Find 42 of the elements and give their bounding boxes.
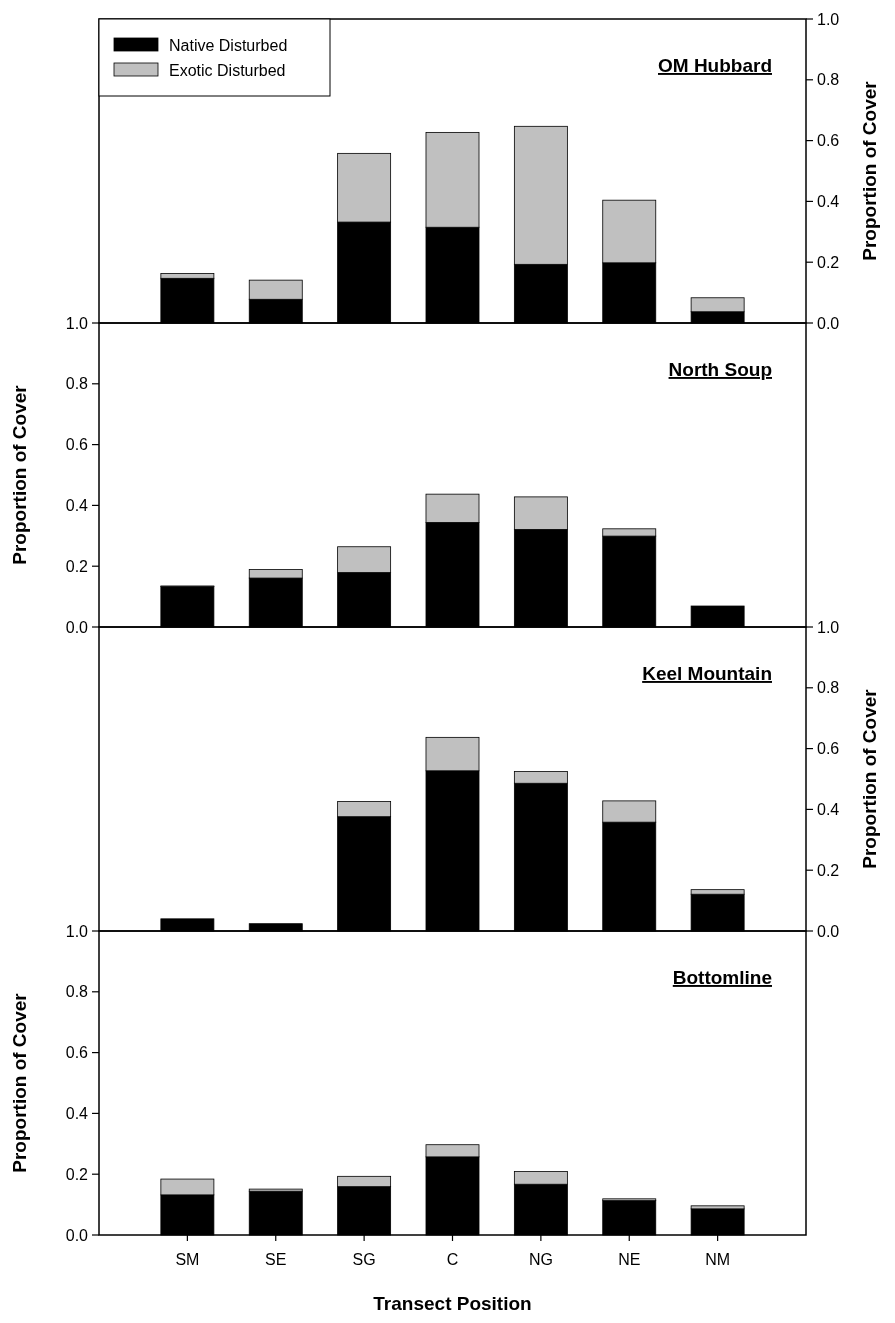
y-tick-label: 0.0 bbox=[817, 922, 840, 940]
y-tick-label: 1.0 bbox=[65, 314, 89, 332]
y-axis-title: Proportion of Cover bbox=[9, 992, 30, 1173]
y-tick-label: 1.0 bbox=[65, 922, 89, 940]
x-tick-label: NE bbox=[618, 1251, 641, 1268]
legend-label: Native Disturbed bbox=[169, 36, 288, 54]
y-tick-label: 0.0 bbox=[65, 1226, 89, 1244]
y-axis-title: Proportion of Cover bbox=[859, 688, 880, 869]
y-tick-label: 1.0 bbox=[817, 10, 840, 28]
y-tick-label: 0.0 bbox=[817, 314, 840, 332]
y-tick-label: 0.8 bbox=[817, 679, 840, 697]
y-tick-label: 0.0 bbox=[65, 618, 89, 636]
y-tick-label: 0.4 bbox=[65, 497, 89, 514]
legend-label: Exotic Disturbed bbox=[169, 61, 286, 79]
y-tick-label: 0.4 bbox=[65, 1105, 89, 1122]
y-tick-label: 1.0 bbox=[817, 618, 840, 636]
y-tick-label: 0.6 bbox=[65, 436, 89, 454]
x-tick-label: SM bbox=[175, 1251, 200, 1268]
y-tick-label: 0.2 bbox=[65, 1165, 89, 1183]
y-tick-label: 0.6 bbox=[817, 740, 840, 758]
y-tick-label: 0.2 bbox=[65, 557, 89, 575]
y-tick-label: 0.8 bbox=[65, 983, 89, 1001]
x-tick-label: NM bbox=[705, 1251, 731, 1268]
x-axis-title: Transect Position bbox=[373, 1293, 532, 1314]
y-axis-title: Proportion of Cover bbox=[859, 80, 880, 261]
x-tick-label: C bbox=[446, 1251, 459, 1268]
y-tick-label: 0.4 bbox=[817, 801, 840, 818]
x-tick-label: NG bbox=[528, 1251, 553, 1268]
y-tick-label: 0.6 bbox=[817, 132, 840, 150]
y-tick-label: 0.2 bbox=[817, 253, 840, 271]
y-tick-label: 0.8 bbox=[65, 375, 89, 393]
x-tick-label: SE bbox=[265, 1251, 287, 1268]
y-tick-label: 0.4 bbox=[817, 193, 840, 210]
text: Keel Mountain bbox=[642, 663, 772, 684]
y-axis-title: Proportion of Cover bbox=[9, 384, 30, 565]
text: OM Hubbard bbox=[658, 55, 772, 76]
y-tick-label: 0.8 bbox=[817, 71, 840, 89]
y-tick-label: 0.2 bbox=[817, 861, 840, 879]
text: North Soup bbox=[668, 359, 772, 380]
x-tick-label: SG bbox=[352, 1251, 376, 1268]
y-tick-label: 0.6 bbox=[65, 1044, 89, 1062]
text: Bottomline bbox=[672, 967, 772, 988]
